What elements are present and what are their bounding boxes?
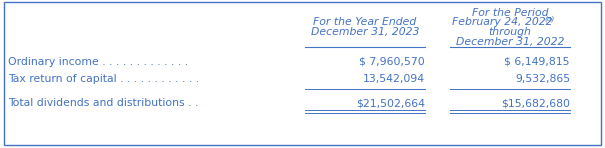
- Text: Total dividends and distributions . .: Total dividends and distributions . .: [8, 98, 198, 108]
- Text: 9,532,865: 9,532,865: [515, 74, 570, 84]
- Text: December 31, 2022: December 31, 2022: [456, 37, 564, 47]
- Text: February 24, 2022: February 24, 2022: [452, 17, 552, 27]
- Text: $21,502,664: $21,502,664: [356, 98, 425, 108]
- Text: 13,542,094: 13,542,094: [363, 74, 425, 84]
- Text: Tax return of capital . . . . . . . . . . . .: Tax return of capital . . . . . . . . . …: [8, 74, 199, 84]
- Text: For the Period: For the Period: [472, 8, 548, 18]
- Text: $15,682,680: $15,682,680: [501, 98, 570, 108]
- Text: (a): (a): [544, 16, 554, 22]
- Text: Ordinary income . . . . . . . . . . . . .: Ordinary income . . . . . . . . . . . . …: [8, 57, 188, 67]
- Text: through: through: [489, 27, 531, 37]
- Text: $ 7,960,570: $ 7,960,570: [359, 57, 425, 67]
- Text: $ 6,149,815: $ 6,149,815: [505, 57, 570, 67]
- Text: For the Year Ended: For the Year Ended: [313, 17, 417, 27]
- Text: December 31, 2023: December 31, 2023: [311, 27, 419, 37]
